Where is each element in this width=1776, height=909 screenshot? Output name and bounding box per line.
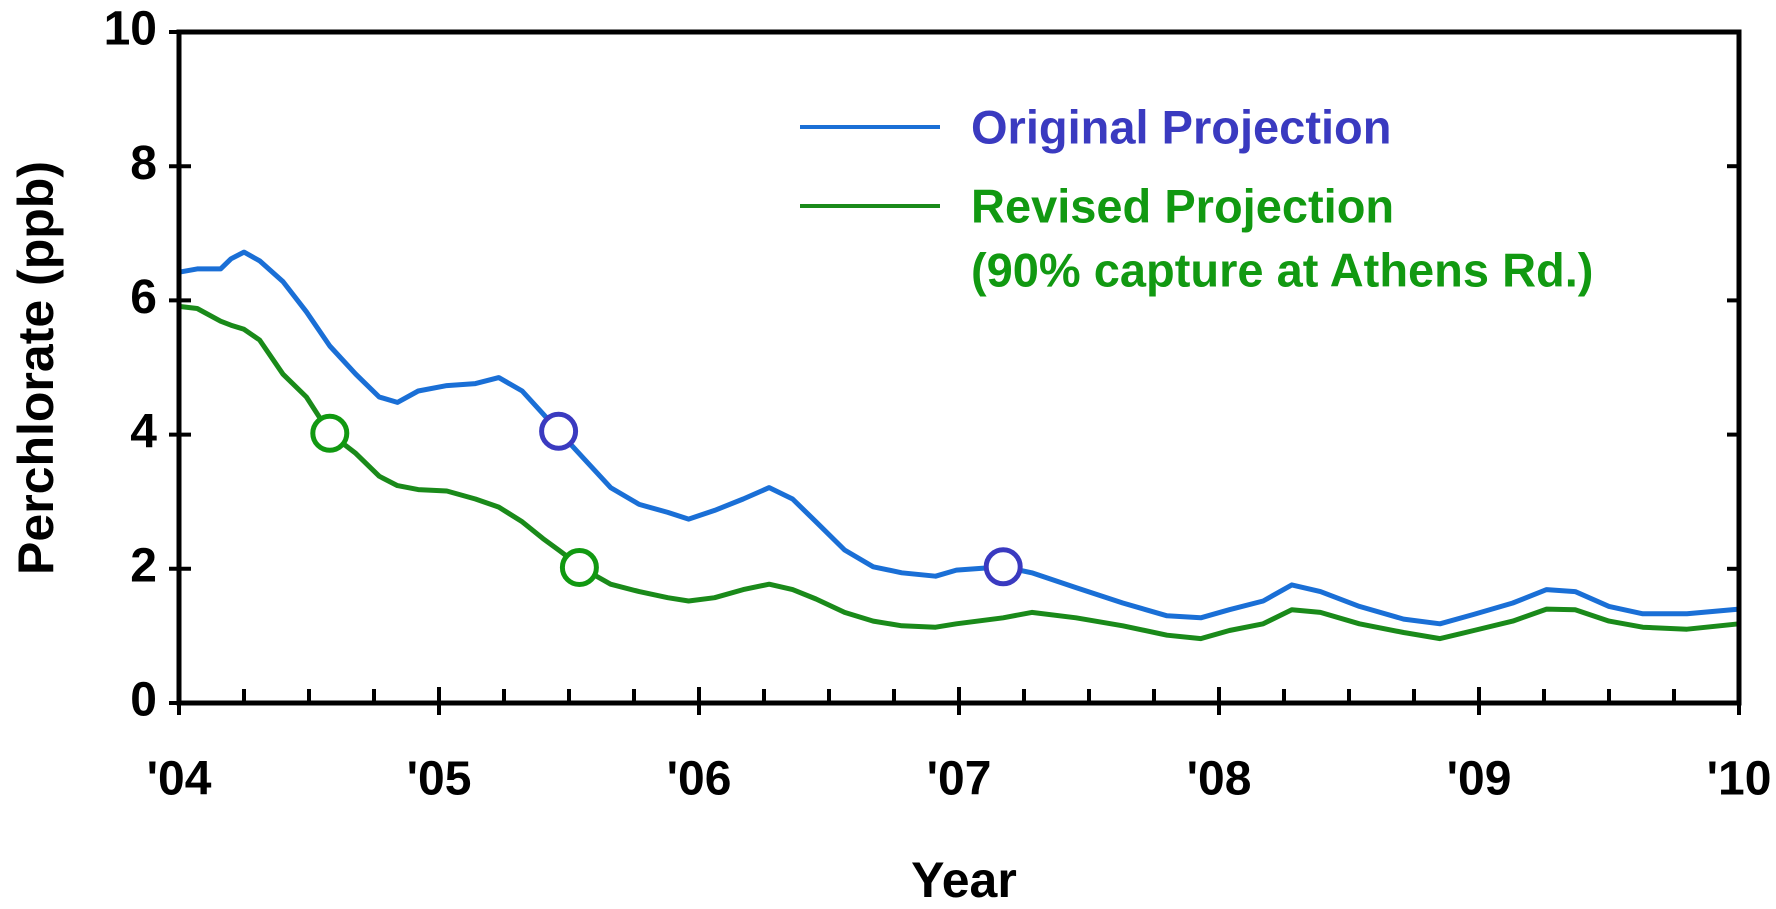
y-axis-label: Perchlorate (ppb) — [8, 161, 64, 575]
y-tick-label: 10 — [104, 3, 157, 56]
x-tick-label: '07 — [927, 753, 992, 806]
x-tick-label: '04 — [147, 753, 212, 806]
point-marker — [983, 547, 1023, 587]
point-marker — [539, 411, 579, 451]
y-tick-label: 6 — [130, 271, 157, 324]
x-axis-label: Year — [911, 852, 1017, 908]
legend-note: (90% capture at Athens Rd.) — [971, 243, 1593, 296]
x-tick-label: '05 — [407, 753, 472, 806]
y-tick-label: 4 — [130, 405, 157, 458]
series-line — [178, 303, 1740, 642]
y-tick-label: 8 — [130, 137, 157, 190]
legend-label: Original Projection — [971, 100, 1391, 153]
x-tick-label: '10 — [1707, 753, 1772, 806]
y-tick-label: 2 — [130, 539, 157, 592]
point-marker — [559, 547, 599, 587]
x-tick-label: '08 — [1187, 753, 1252, 806]
plot-frame — [176, 29, 1742, 706]
series-line — [178, 249, 1740, 627]
x-tick-label: '09 — [1447, 753, 1512, 806]
x-tick-label: '06 — [667, 753, 732, 806]
legend-label: Revised Projection — [971, 179, 1394, 232]
y-tick-label: 0 — [130, 674, 157, 727]
point-marker — [310, 413, 350, 453]
